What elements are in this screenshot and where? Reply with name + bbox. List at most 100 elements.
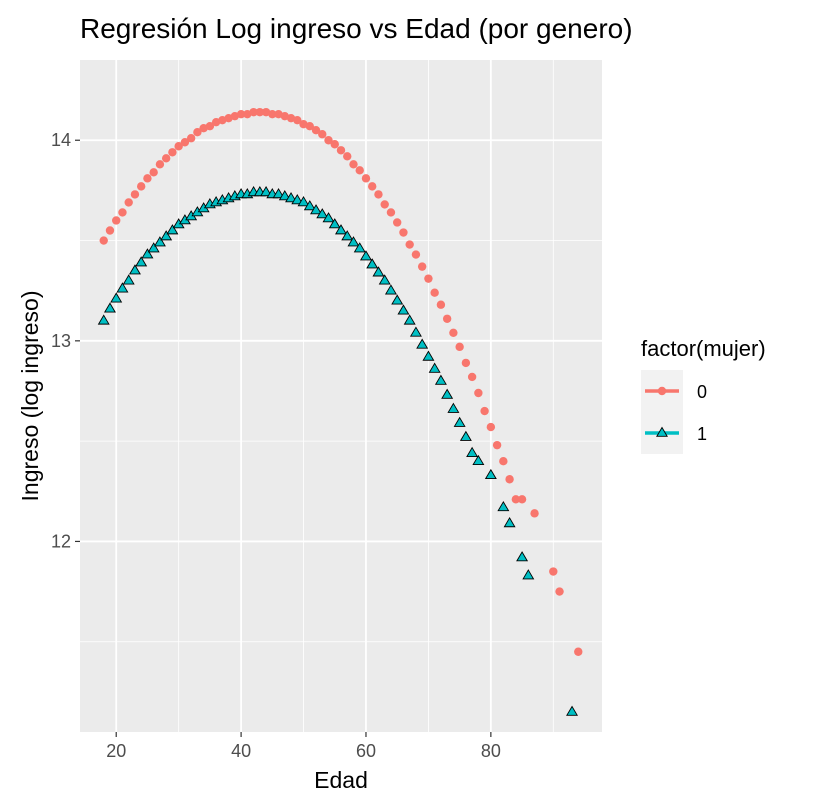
data-point	[330, 140, 339, 149]
legend-title: factor(mujer)	[641, 336, 766, 361]
x-axis-title: Edad	[314, 767, 368, 793]
data-point	[386, 208, 396, 217]
data-point	[153, 236, 166, 247]
data-point	[297, 196, 310, 207]
data-point	[442, 314, 452, 323]
legend: factor(mujer) 0 1	[641, 336, 766, 454]
data-series-layer	[97, 107, 583, 716]
x-tick-label: 80	[481, 741, 501, 761]
data-point	[566, 705, 579, 716]
data-point	[449, 328, 458, 338]
data-point	[311, 126, 321, 135]
data-point	[147, 242, 160, 253]
data-point	[549, 567, 558, 576]
data-point	[143, 174, 152, 183]
data-point	[310, 204, 323, 215]
chart-title: Regresión Log ingreso vs Edad (por gener…	[80, 13, 633, 44]
legend-key-marker	[656, 426, 668, 437]
data-point	[305, 121, 314, 131]
data-point	[155, 160, 165, 169]
data-point	[391, 294, 404, 305]
data-point	[359, 250, 372, 261]
data-point	[574, 647, 583, 656]
data-point	[374, 190, 383, 199]
legend-label: 1	[697, 424, 707, 444]
data-point	[128, 264, 141, 275]
data-point	[205, 121, 215, 131]
data-point	[516, 551, 529, 562]
data-point	[324, 136, 333, 145]
plot-panel	[80, 60, 602, 732]
data-point	[268, 109, 277, 119]
data-point	[397, 304, 410, 315]
data-point	[530, 509, 539, 518]
data-point	[353, 242, 366, 253]
data-point	[291, 194, 304, 205]
data-point	[467, 372, 477, 382]
data-point	[168, 148, 177, 157]
data-point	[436, 300, 446, 309]
data-point	[272, 188, 285, 199]
data-point	[335, 224, 347, 235]
data-point	[378, 274, 391, 285]
data-point	[180, 138, 190, 147]
data-point	[110, 292, 123, 303]
data-point	[486, 422, 496, 432]
y-tick-label: 13	[51, 331, 71, 351]
data-point	[392, 218, 402, 227]
data-point	[236, 109, 246, 119]
data-point	[505, 475, 514, 484]
data-point	[249, 107, 258, 117]
data-point	[517, 495, 527, 504]
y-axis-title: Ingreso (log ingreso)	[17, 291, 43, 502]
data-point	[380, 200, 389, 209]
data-point	[441, 388, 454, 399]
data-point	[503, 517, 516, 528]
data-point	[285, 192, 298, 203]
data-point	[135, 256, 148, 267]
legend-item-0: 0	[645, 382, 707, 402]
data-point	[174, 142, 183, 151]
data-point	[316, 208, 329, 219]
data-point	[361, 174, 371, 183]
data-point	[455, 342, 464, 352]
data-point	[355, 166, 364, 175]
data-point	[105, 226, 115, 235]
data-point	[405, 240, 414, 249]
major-gridlines	[80, 60, 602, 732]
data-point	[474, 388, 483, 398]
y-axis: 12 13 14	[51, 130, 80, 551]
data-point	[417, 262, 427, 271]
data-point	[343, 152, 352, 161]
data-point	[122, 274, 135, 285]
data-point	[499, 456, 508, 466]
data-point	[416, 338, 429, 349]
data-point	[409, 326, 422, 337]
data-point	[166, 224, 179, 235]
data-point	[141, 248, 154, 259]
x-tick-label: 20	[106, 741, 126, 761]
data-point	[484, 468, 497, 480]
data-point	[411, 250, 421, 259]
data-point	[97, 314, 110, 325]
data-point	[428, 362, 441, 373]
data-point	[522, 569, 535, 580]
data-point	[341, 230, 354, 241]
data-point	[260, 186, 273, 197]
data-point	[384, 284, 397, 295]
data-point	[459, 430, 472, 441]
data-point	[422, 350, 435, 361]
y-tick-label: 14	[51, 130, 71, 150]
data-point	[103, 302, 116, 313]
series-1	[97, 186, 579, 716]
data-point	[366, 258, 379, 269]
data-point	[124, 198, 133, 207]
data-point	[278, 190, 291, 201]
data-point	[555, 587, 564, 596]
data-point	[347, 236, 360, 247]
data-point	[112, 216, 121, 225]
data-point	[399, 228, 408, 237]
data-point	[472, 454, 485, 466]
data-point	[466, 446, 479, 457]
